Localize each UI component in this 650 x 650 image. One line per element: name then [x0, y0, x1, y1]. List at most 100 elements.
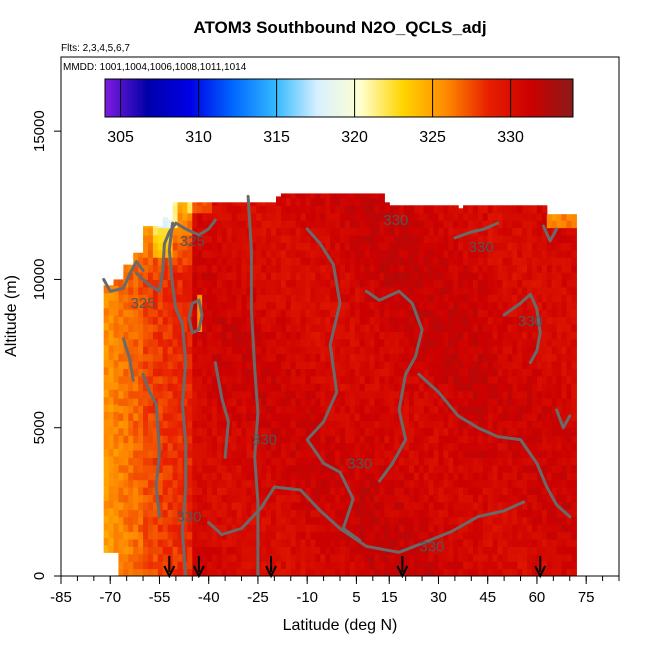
heatmap-cell — [325, 531, 331, 540]
heatmap-cell — [433, 420, 440, 429]
heatmap-cell — [216, 531, 223, 540]
heatmap-cell — [453, 286, 459, 295]
heatmap-cell — [423, 264, 430, 273]
heatmap-cell — [256, 205, 262, 214]
heatmap-cell — [433, 531, 440, 540]
heatmap-cell — [138, 553, 144, 562]
heatmap-cell — [138, 398, 144, 407]
heatmap-cell — [482, 494, 489, 503]
heatmap-cell — [522, 316, 528, 325]
heatmap-cell — [418, 427, 425, 436]
heatmap-cell — [477, 227, 484, 236]
heatmap-cell — [207, 553, 213, 562]
heatmap-cell — [522, 390, 528, 399]
heatmap-cell — [275, 257, 282, 266]
heatmap-cell — [433, 449, 440, 458]
heatmap-cell — [364, 405, 371, 414]
heatmap-cell — [261, 487, 267, 496]
heatmap-cell — [103, 455, 110, 464]
heatmap-cell — [236, 272, 243, 281]
heatmap-cell — [241, 264, 248, 273]
heatmap-cell — [266, 227, 272, 236]
heatmap-cell — [463, 420, 469, 429]
heatmap-cell — [369, 516, 376, 525]
heatmap-cell — [497, 360, 504, 369]
heatmap-cell — [536, 494, 543, 503]
heatmap-cell — [231, 249, 238, 258]
heatmap-cell — [285, 553, 292, 562]
heatmap-cell — [384, 494, 390, 503]
heatmap-cell — [359, 383, 366, 392]
heatmap-cell — [266, 435, 272, 444]
heatmap-cell — [335, 442, 341, 451]
heatmap-cell — [497, 205, 504, 214]
heatmap-cell — [472, 257, 479, 266]
heatmap-cell — [354, 442, 361, 451]
heatmap-cell — [207, 449, 213, 458]
heatmap-cell — [472, 360, 479, 369]
heatmap-cell — [468, 212, 474, 221]
heatmap-cell — [477, 420, 484, 429]
contour-line — [542, 224, 559, 243]
heatmap-cell — [522, 487, 528, 496]
heatmap-cell — [463, 227, 469, 236]
heatmap-cell — [443, 353, 449, 362]
heatmap-cell — [271, 234, 277, 243]
heatmap-cell — [438, 249, 444, 258]
contour-line — [555, 408, 572, 430]
heatmap-cell — [216, 442, 223, 451]
heatmap-cell — [197, 227, 203, 236]
heatmap-cell — [231, 212, 238, 221]
heatmap-cell — [463, 294, 469, 303]
heatmap-cell — [556, 264, 563, 273]
heatmap-cell — [364, 220, 371, 229]
heatmap-cell — [418, 553, 425, 562]
heatmap-cell — [197, 405, 203, 414]
heatmap-cell — [310, 516, 316, 525]
heatmap-cell — [113, 418, 120, 427]
heatmap-cell — [108, 300, 115, 309]
heatmap-cell — [536, 427, 543, 436]
heatmap-cell — [251, 501, 257, 510]
heatmap-cell — [448, 509, 454, 518]
heatmap-cell — [487, 435, 494, 444]
heatmap-cell — [517, 501, 523, 510]
heatmap-cell — [108, 285, 115, 294]
heatmap-cell — [394, 420, 400, 429]
heatmap-cell — [487, 279, 494, 288]
heatmap-cell — [113, 478, 120, 487]
heatmap-cell — [221, 353, 228, 362]
heatmap-cell — [157, 524, 164, 533]
heatmap-cell — [344, 442, 351, 451]
heatmap-cell — [226, 487, 233, 496]
heatmap-cell — [162, 272, 169, 281]
heatmap-cell — [512, 368, 518, 377]
heatmap-cell — [344, 479, 351, 488]
heatmap-cell — [413, 464, 420, 473]
heatmap-cell — [438, 227, 444, 236]
heatmap-cell — [330, 479, 336, 488]
heatmap-cell — [374, 375, 380, 384]
heatmap-cell — [113, 352, 120, 361]
heatmap-cell — [241, 220, 248, 229]
heatmap-cell — [551, 420, 558, 429]
heatmap-cell — [147, 516, 154, 525]
heatmap-cell — [152, 346, 159, 355]
heatmap-cell — [128, 346, 134, 355]
heatmap-cell — [315, 501, 321, 510]
heatmap-cell — [310, 286, 316, 295]
heatmap-cell — [448, 553, 454, 562]
heatmap-cell — [487, 316, 494, 325]
heatmap-cell — [241, 202, 248, 206]
heatmap-cell — [423, 420, 430, 429]
heatmap-cell — [295, 398, 302, 407]
heatmap-cell — [340, 412, 346, 421]
heatmap-cell — [162, 449, 169, 458]
heatmap-cell — [487, 561, 494, 570]
heatmap-cell — [463, 316, 469, 325]
heatmap-cell — [408, 457, 415, 466]
heatmap-cell — [472, 398, 479, 407]
heatmap-cell — [399, 309, 405, 318]
heatmap-cell — [251, 383, 257, 392]
heatmap-cell — [172, 553, 179, 562]
